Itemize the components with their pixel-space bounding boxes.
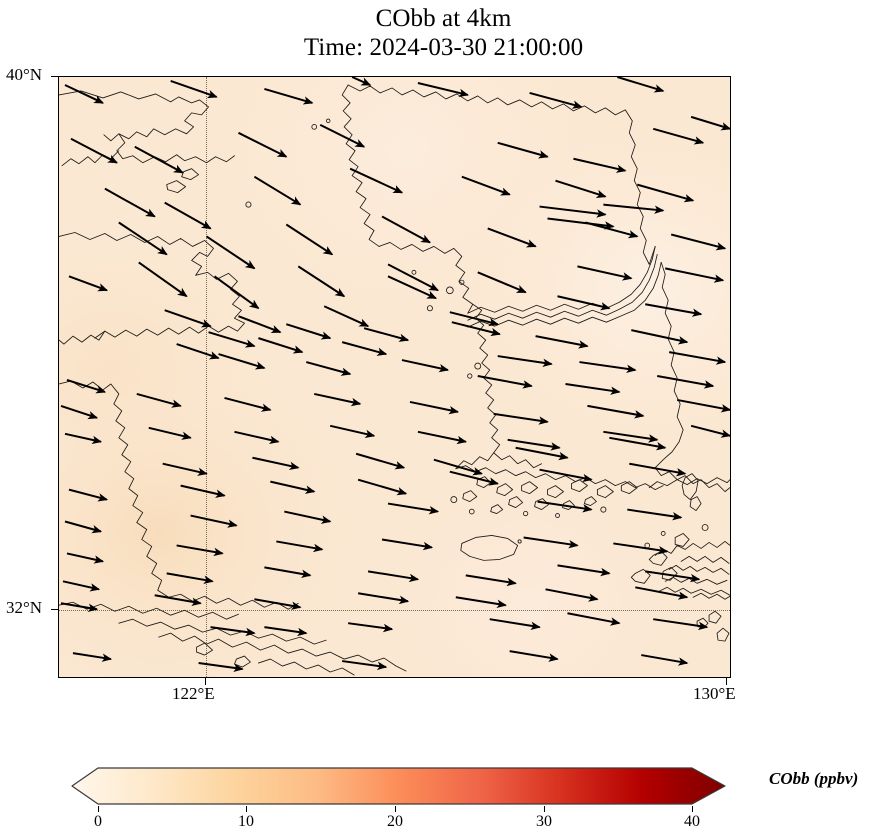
figure-subtitle: Time: 2024-03-30 21:00:00: [303, 34, 584, 61]
colorbar-label: CObb (ppbv): [769, 769, 859, 788]
y-tick-label-40n: 40°N: [6, 65, 43, 84]
colorbar-tick-30: [544, 806, 545, 812]
colorbar-tick-10: [246, 806, 247, 812]
tick-mark-32n: [51, 609, 58, 610]
tick-mark-40n: [51, 76, 58, 77]
colorbar-tick-label-40: 40: [684, 813, 700, 830]
y-tick-label-32n: 32°N: [6, 598, 43, 617]
colorbar-ticks: 0 10 20 30 40: [0, 806, 887, 836]
tick-mark-122e: [205, 678, 206, 685]
colorbar-tick-label-10: 10: [238, 813, 254, 830]
map-plot-area[interactable]: [58, 76, 731, 678]
colorbar-tick-20: [395, 806, 396, 812]
colorbar-tick-40: [692, 806, 693, 812]
cobb-concentration-field: [59, 77, 730, 677]
figure-title-block: CObb at 4km Time: 2024-03-30 21:00:00: [0, 4, 887, 62]
x-tick-label-130e: 130°E: [693, 684, 736, 703]
colorbar-tick-label-30: 30: [536, 813, 552, 830]
colorbar-tick-label-20: 20: [387, 813, 403, 830]
colorbar-tick-label-0: 0: [94, 813, 102, 830]
page-title: CObb at 4km: [375, 5, 512, 32]
x-tick-label-122e: 122°E: [172, 684, 215, 703]
tick-mark-130e: [726, 678, 727, 685]
colorbar[interactable]: [71, 766, 726, 806]
colorbar-tick-0: [98, 806, 99, 812]
